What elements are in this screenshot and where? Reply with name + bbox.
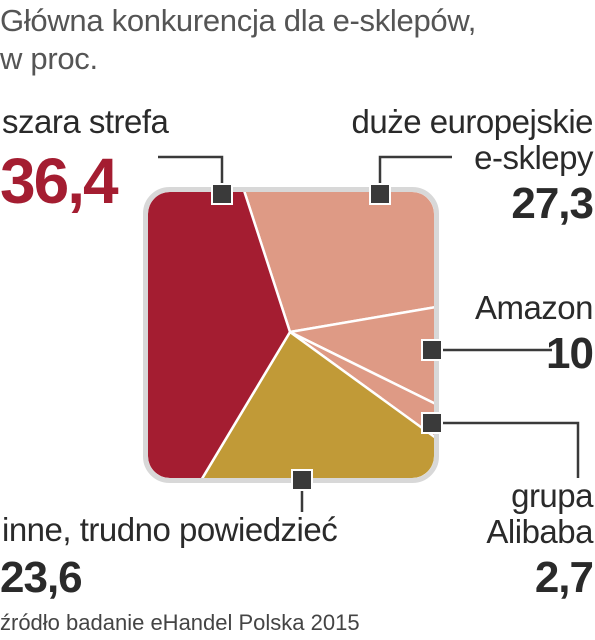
label-amazon: Amazon <box>474 289 594 326</box>
source-note: źródło badanie eHandel Polska 2015 <box>0 610 360 635</box>
label-alibaba-line-2: Alibaba <box>486 513 593 550</box>
marker-szara-strefa <box>211 183 233 205</box>
marker-amazon <box>421 339 443 361</box>
label-alibaba-line-1: grupa <box>511 477 593 514</box>
marker-duze <box>369 183 391 205</box>
chart-title-line-2: w proc. <box>0 41 98 76</box>
label-szara-strefa: szara strefa <box>2 103 169 140</box>
value-amazon: 10 <box>546 329 594 378</box>
value-duze: 27,3 <box>511 179 594 228</box>
slice-szara-strefa <box>148 192 292 478</box>
value-alibaba: 2,7 <box>534 553 594 602</box>
slice-amazon <box>288 276 434 475</box>
label-duze-line-1: duże europejskie <box>351 103 594 140</box>
slice-duze-europejskie <box>189 192 434 334</box>
label-duze-line-2: e-sklepy <box>474 139 593 176</box>
marker-alibaba <box>421 412 443 434</box>
label-inne: inne, trudno powiedzieć <box>2 511 338 548</box>
value-szara-strefa: 36,4 <box>0 145 119 217</box>
chart-title-line-1: Główna konkurencja dla e-sklepów, <box>0 3 477 38</box>
value-inne: 23,6 <box>0 553 83 602</box>
leader-duze <box>378 155 452 194</box>
marker-inne <box>291 469 313 491</box>
leader-alibaba <box>432 421 580 478</box>
leader-szara-strefa <box>158 155 224 194</box>
